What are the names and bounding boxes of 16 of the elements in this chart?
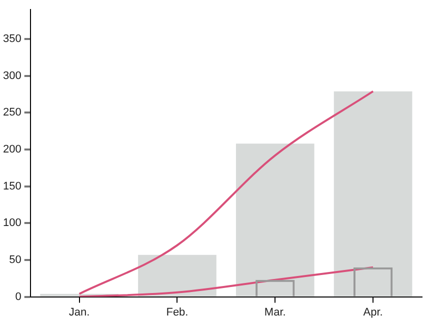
bar (138, 254, 216, 296)
bar (334, 91, 412, 296)
x-tick-label: Jan. (68, 306, 90, 318)
bar (236, 144, 314, 296)
line-series (78, 90, 374, 295)
x-tick-label: Feb. (166, 306, 188, 318)
y-tick-label: 150 (2, 180, 22, 192)
y-tick-label: 100 (2, 217, 22, 230)
x-tick-label: Apr. (363, 306, 383, 318)
x-tick-label: Mar. (264, 306, 286, 318)
y-tick-label: 50 (9, 254, 22, 266)
y-tick-label: 300 (2, 70, 22, 82)
y-tick-label: 0 (15, 290, 22, 303)
y-tick-label: 250 (2, 106, 22, 119)
y-tick-label: 350 (2, 33, 22, 46)
y-tick-label: 200 (2, 144, 22, 156)
